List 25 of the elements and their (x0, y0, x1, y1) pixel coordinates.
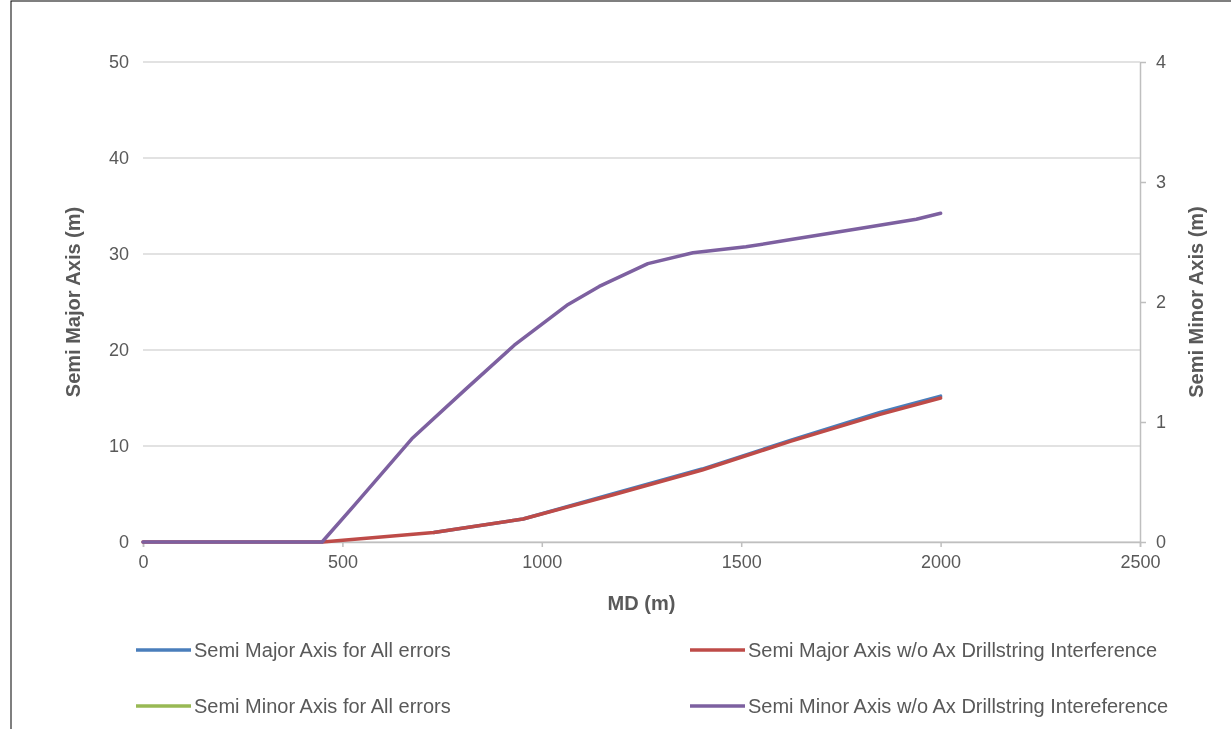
line-series (141, 211, 943, 544)
y2-tick-label: 2 (1156, 292, 1167, 313)
y2-axis-title: Semi Minor Axis (m) (1185, 206, 1207, 398)
legend-label: Semi Major Axis w/o Ax Drillstring Interference (748, 639, 1158, 661)
y2-tick-label: 4 (1156, 52, 1167, 73)
y-tick-label: 10 (108, 436, 129, 457)
legend-label: Semi Major Axis for All errors (194, 639, 451, 661)
y-tick-label: 30 (108, 244, 129, 265)
y-tick-label: 20 (108, 340, 129, 361)
legend-label: Semi Minor Axis for All errors (194, 695, 451, 717)
y2-tick-label: 0 (1156, 532, 1167, 553)
x-tick-label: 500 (327, 551, 358, 572)
legend-label: Semi Minor Axis w/o Ax Drillstring Intereference (748, 695, 1169, 717)
y-tick-label: 40 (108, 148, 129, 169)
y-axis-title: Semi Major Axis (m) (62, 206, 84, 398)
y2-tick-label: 1 (1156, 412, 1167, 433)
x-tick-label: 2000 (921, 551, 962, 572)
y2-tick-label: 3 (1156, 172, 1167, 193)
x-tick-label: 0 (138, 551, 149, 572)
y-tick-label: 50 (108, 52, 129, 73)
x-tick-label: 2500 (1120, 551, 1161, 572)
x-tick-label: 1500 (721, 551, 762, 572)
y-tick-label: 0 (118, 532, 129, 553)
x-axis-title: MD (m) (607, 592, 676, 614)
x-tick-label: 1000 (522, 551, 563, 572)
